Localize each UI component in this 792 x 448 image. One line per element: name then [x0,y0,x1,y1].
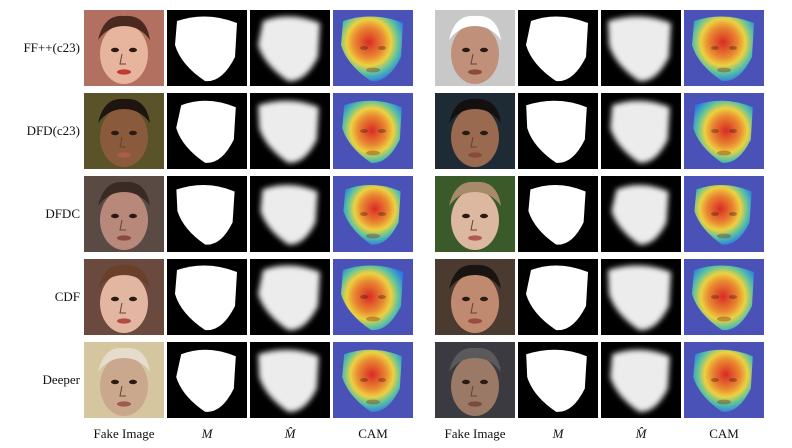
face-photo-icon [435,10,515,86]
cam-tile [333,10,413,86]
cam-tile [333,93,413,169]
face-photo-icon [84,93,164,169]
binary-mask-icon [518,176,598,252]
binary-mask-icon [518,93,598,169]
fake-image-tile [84,93,164,169]
fake-image-tile [435,176,515,252]
row-label: DFDC [45,206,80,221]
predicted-mask-tile [601,93,681,169]
soft-mask-icon [601,259,681,335]
binary-mask-icon [518,342,598,418]
soft-mask-icon [250,176,330,252]
face-photo-icon [84,10,164,86]
heatmap-overlay-icon [333,176,413,252]
cam-tile [684,10,764,86]
soft-mask-icon [250,93,330,169]
mask-tile [518,176,598,252]
fake-image-tile [435,259,515,335]
predicted-mask-tile [601,342,681,418]
cam-tile [684,176,764,252]
mask-tile [167,93,247,169]
predicted-mask-tile [601,176,681,252]
predicted-mask-tile [250,93,330,169]
heatmap-overlay-icon [684,176,764,252]
soft-mask-icon [250,10,330,86]
fake-image-tile [84,259,164,335]
predicted-mask-tile [250,342,330,418]
predicted-mask-tile [601,259,681,335]
mask-tile [518,342,598,418]
soft-mask-icon [601,176,681,252]
column-label: CAM [709,426,739,441]
heatmap-overlay-icon [333,10,413,86]
row-label: CDF [54,289,80,304]
soft-mask-icon [601,93,681,169]
fake-image-tile [435,93,515,169]
face-photo-icon [84,342,164,418]
fake-image-tile [435,342,515,418]
mask-tile [167,259,247,335]
soft-mask-icon [601,342,681,418]
figure-metadata: face-photo binary-mask soft-mask heatmap… [0,0,1,1]
face-photo-icon [435,342,515,418]
soft-mask-icon [250,342,330,418]
predicted-mask-tile [250,10,330,86]
mask-tile [518,93,598,169]
mask-tile [167,176,247,252]
row-label: Deeper [42,372,80,387]
column-label: Fake Image [93,426,155,441]
column-label: M̂ [635,426,647,441]
heatmap-overlay-icon [684,259,764,335]
heatmap-overlay-icon [684,10,764,86]
face-photo-icon [435,259,515,335]
mask-tile [167,10,247,86]
heatmap-overlay-icon [333,342,413,418]
binary-mask-icon [167,93,247,169]
column-label: M [201,426,213,441]
binary-mask-icon [167,10,247,86]
cam-tile [684,259,764,335]
binary-mask-icon [167,342,247,418]
predicted-mask-tile [601,10,681,86]
column-label: M̂ [284,426,296,441]
face-photo-icon [84,176,164,252]
column-label: Fake Image [444,426,506,441]
binary-mask-icon [167,259,247,335]
binary-mask-icon [167,176,247,252]
mask-tile [518,10,598,86]
column-label: M [552,426,564,441]
binary-mask-icon [518,259,598,335]
fake-image-tile [435,10,515,86]
fake-image-tile [84,10,164,86]
cam-tile [684,342,764,418]
cam-tile [333,176,413,252]
cam-tile [333,342,413,418]
face-photo-icon [84,259,164,335]
heatmap-overlay-icon [333,259,413,335]
face-photo-icon [435,176,515,252]
cam-tile [684,93,764,169]
soft-mask-icon [250,259,330,335]
heatmap-overlay-icon [684,342,764,418]
row-label: DFD(c23) [26,123,80,138]
column-label: CAM [358,426,388,441]
face-photo-icon [435,93,515,169]
cam-tile [333,259,413,335]
heatmap-overlay-icon [684,93,764,169]
fake-image-tile [84,176,164,252]
heatmap-overlay-icon [333,93,413,169]
mask-tile [518,259,598,335]
mask-tile [167,342,247,418]
binary-mask-icon [518,10,598,86]
predicted-mask-tile [250,259,330,335]
row-label: FF++(c23) [23,40,80,55]
predicted-mask-tile [250,176,330,252]
fake-image-tile [84,342,164,418]
soft-mask-icon [601,10,681,86]
